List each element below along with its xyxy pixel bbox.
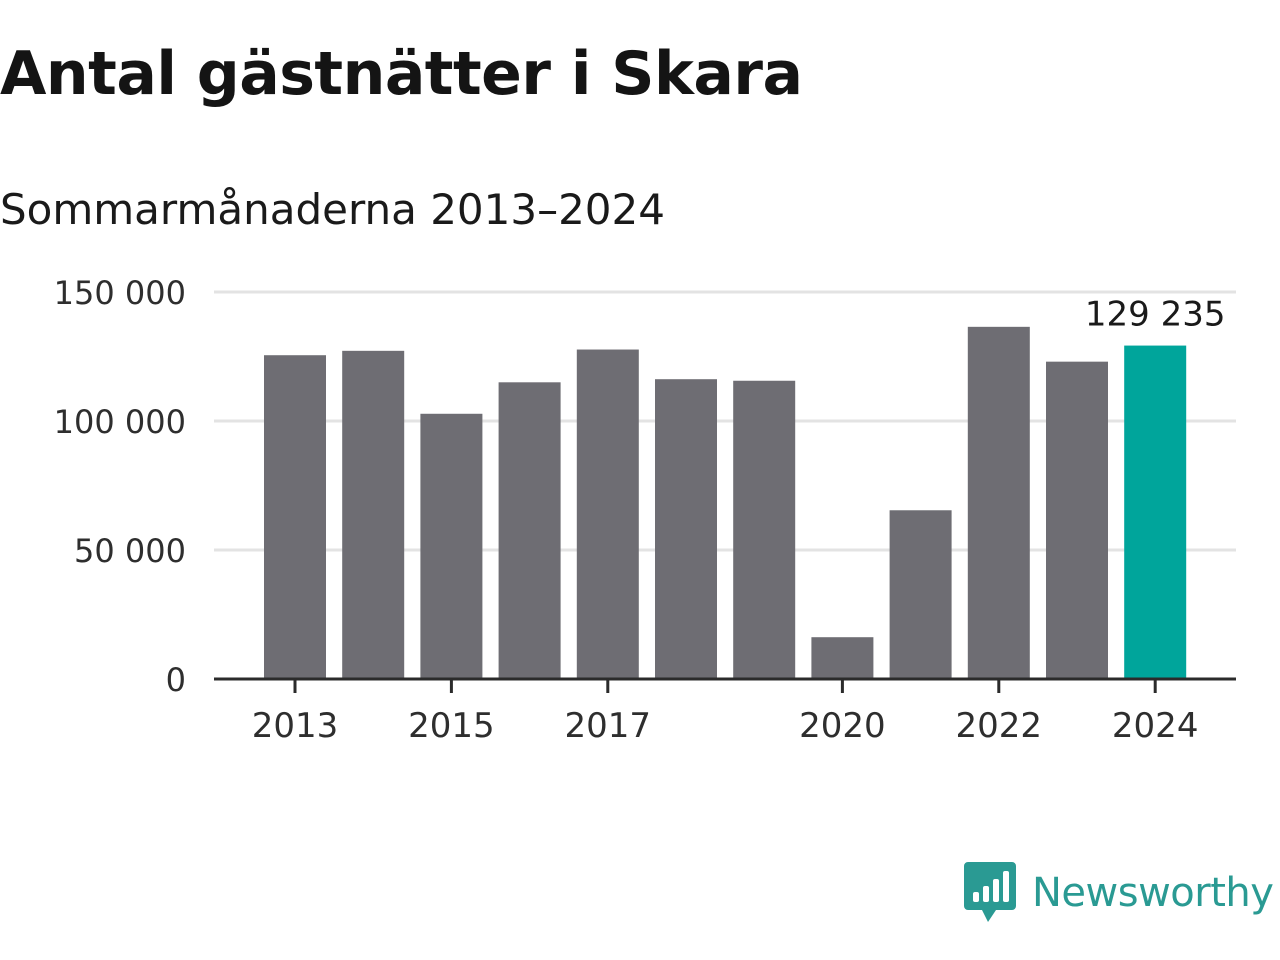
x-axis [214,677,1236,693]
bar-2016 [498,382,561,679]
bar-2013 [264,355,326,679]
x-tick-label: 2020 [799,706,886,746]
bar-2022 [967,326,1030,679]
bar-chart-speech-bubble-icon [964,862,1016,922]
data-label-2024: 129 235 [1085,295,1226,335]
x-tick-label: 2013 [252,706,339,746]
bars [264,326,1187,679]
chart-title: Antal gästnätter i Skara [0,39,803,109]
x-tick-label: 2022 [956,706,1043,746]
brand-name: Newsworthy [1032,870,1274,916]
bar-2024 [1124,345,1187,679]
bar-2018 [655,379,717,679]
x-tick-label: 2017 [565,706,652,746]
bar-2023 [1046,361,1108,679]
newsworthy-logo: Newsworthy [964,862,1274,924]
x-tick-label: 2024 [1112,706,1199,746]
y-tick-label: 100 000 [54,403,186,441]
bar-2019 [733,380,796,679]
y-tick-label: 50 000 [74,532,186,570]
y-axis-tick-labels: 0 50 000 100 000 150 000 [54,274,186,699]
x-tick-label: 2015 [408,706,495,746]
bar-2014 [342,350,405,679]
chart-subtitle: Sommarmånaderna 2013–2024 [0,185,665,234]
bar-2015 [420,413,483,679]
y-tick-label: 150 000 [54,274,186,312]
y-tick-label: 0 [166,661,186,699]
data-labels: 129 235 [1085,295,1226,335]
bar-2020 [811,637,874,679]
bar-2021 [889,510,952,679]
bar-2017 [576,349,639,679]
x-axis-tick-labels: 2013 2015 2017 2020 2022 2024 [252,706,1199,746]
